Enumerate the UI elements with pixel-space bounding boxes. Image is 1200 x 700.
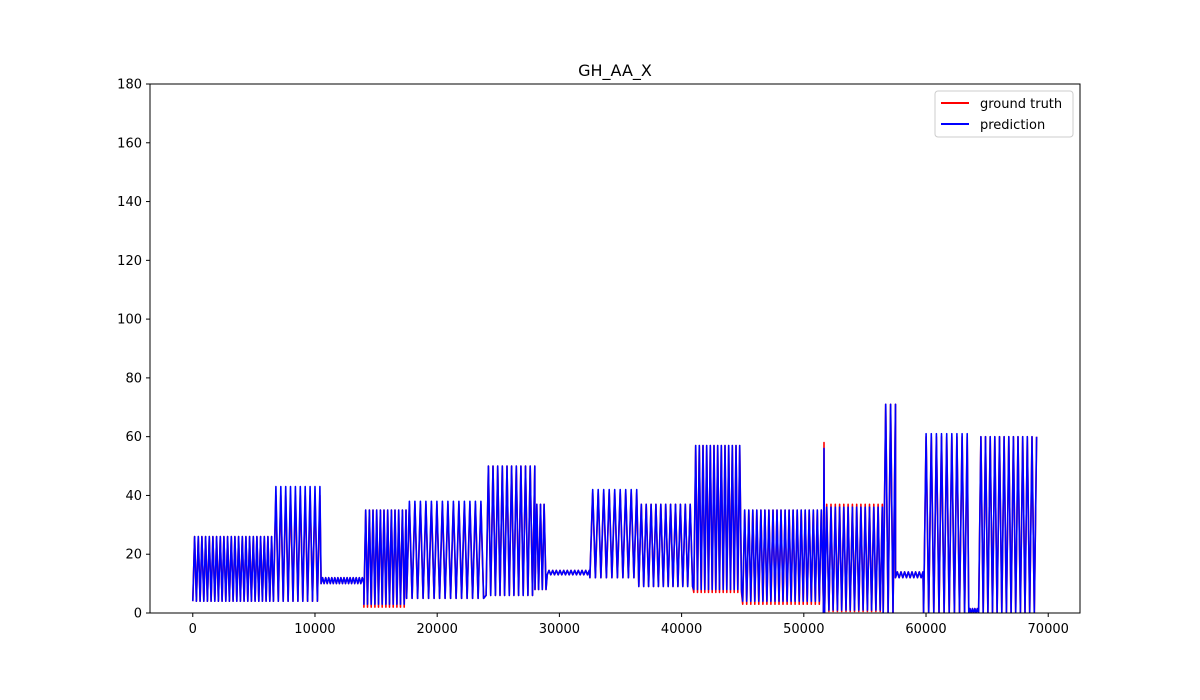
legend-label-prediction: prediction [980,118,1045,133]
legend-label-ground-truth: ground truth [980,97,1062,112]
x-tick-label: 30000 [539,622,580,637]
legend: ground truth prediction [934,90,1074,138]
y-tick-label: 140 [117,195,142,210]
legend-box [934,90,1074,138]
series-layer [192,403,1038,613]
x-tick-label: 20000 [417,622,458,637]
y-tick-label: 0 [134,607,142,622]
x-axis: 0 10000 20000 30000 40000 50000 60000 70000 [189,613,1069,637]
y-tick-label: 80 [125,371,142,386]
y-tick-label: 100 [117,313,142,328]
x-tick-label: 0 [189,622,197,637]
plot-area-frame [149,83,1081,614]
x-tick-label: 50000 [783,622,824,637]
x-tick-label: 70000 [1028,622,1069,637]
y-tick-label: 160 [117,136,142,151]
x-tick-label: 60000 [905,622,946,637]
series-line-prediction [192,403,1038,613]
x-tick-label: 10000 [294,622,335,637]
y-tick-label: 60 [125,430,142,445]
y-tick-label: 180 [117,78,142,93]
y-tick-label: 40 [125,489,142,504]
y-tick-label: 120 [117,254,142,269]
y-tick-label: 20 [125,548,142,563]
y-axis: 0 20 40 60 80 100 120 140 160 180 [117,78,150,622]
x-tick-label: 40000 [661,622,702,637]
chart-title: GH_AA_X [578,61,652,81]
